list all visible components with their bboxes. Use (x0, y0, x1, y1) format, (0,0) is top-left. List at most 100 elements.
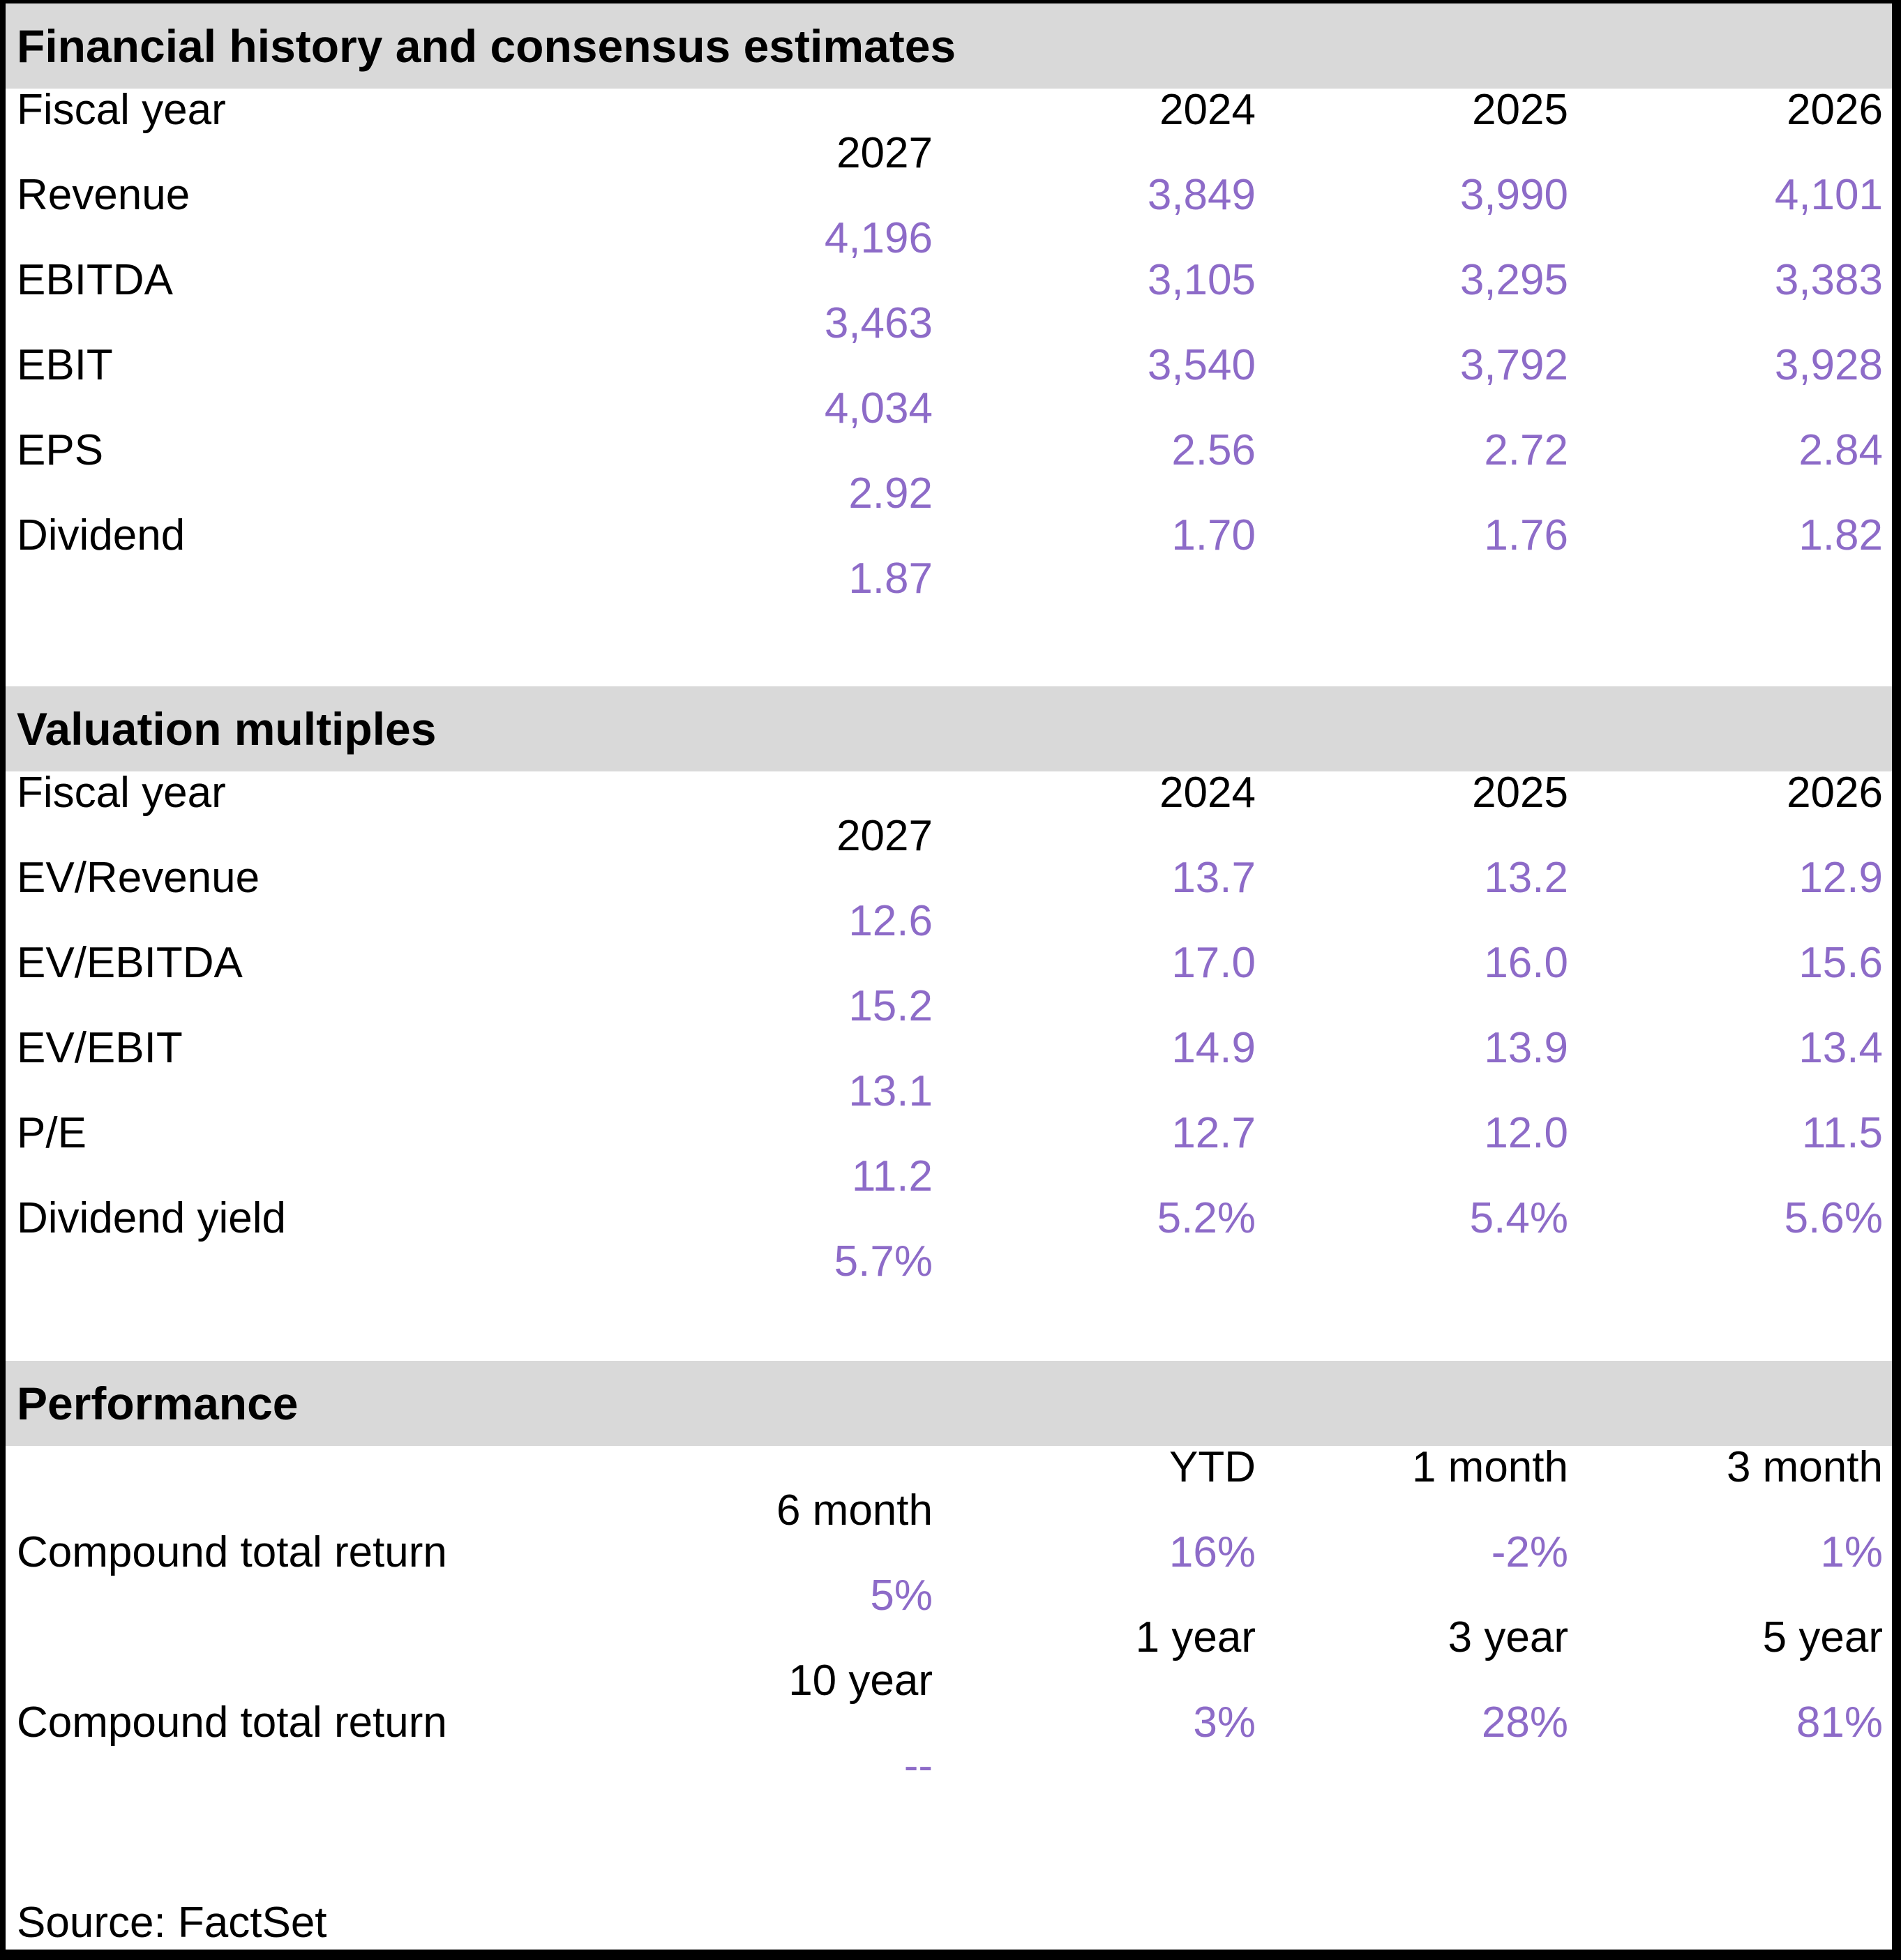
cell: 15.6 (1798, 939, 1883, 987)
cell: 12.9 (1798, 854, 1883, 902)
cell: 11.5 (1801, 1109, 1883, 1157)
row-label: Dividend (17, 511, 186, 559)
row-label: P/E (17, 1109, 87, 1157)
section-header-valuation-multiples: Valuation multiples (6, 686, 1892, 771)
table-row-revenue: Revenue 3,849 3,990 4,101 4,196 (6, 171, 1892, 262)
cell: 16.0 (1484, 939, 1568, 987)
cell: 16% (1169, 1528, 1256, 1576)
performance-period-header-short: YTD 1 month 3 month 6 month (6, 1443, 1892, 1535)
cell: 12.6 (848, 897, 933, 945)
cell: 13.4 (1798, 1024, 1883, 1072)
cell: 3,105 (1147, 256, 1256, 304)
year-col-2024: 2024 (1159, 86, 1256, 134)
cell: 4,196 (824, 214, 933, 262)
cell: 3,463 (824, 299, 933, 347)
row-label: EV/Revenue (17, 854, 260, 902)
cell: 2.72 (1484, 426, 1568, 474)
cell: 5.2% (1157, 1194, 1256, 1242)
cell: 14.9 (1171, 1024, 1256, 1072)
cell: 3,295 (1459, 256, 1568, 304)
cell: 13.2 (1484, 854, 1568, 902)
period-col-10-year: 10 year (788, 1657, 933, 1705)
row-label: EBITDA (17, 256, 173, 304)
year-col-2026: 2026 (1787, 86, 1883, 134)
row-label: Dividend yield (17, 1194, 286, 1242)
section-title-valuation-multiples: Valuation multiples (17, 703, 437, 755)
period-col-3-month: 3 month (1726, 1443, 1883, 1491)
period-col-1-year: 1 year (1135, 1613, 1256, 1661)
section-header-financial-history: Financial history and consensus estimate… (6, 3, 1892, 89)
cell: 13.9 (1484, 1024, 1568, 1072)
year-col-2024: 2024 (1159, 769, 1256, 817)
performance-period-header-long: 1 year 3 year 5 year 10 year (6, 1613, 1892, 1705)
table-row-ebit: EBIT 3,540 3,792 3,928 4,034 (6, 341, 1892, 432)
row-label: Compound total return (17, 1698, 447, 1747)
cell: 11.2 (851, 1152, 933, 1200)
cell: 2.92 (848, 469, 933, 518)
period-col-5-year: 5 year (1762, 1613, 1883, 1661)
cell: 1.70 (1171, 511, 1256, 559)
period-col-ytd: YTD (1169, 1443, 1256, 1491)
year-col-2027: 2027 (836, 129, 933, 177)
source-text: Source: FactSet (17, 1898, 327, 1947)
row-label: EBIT (17, 341, 113, 389)
cell: 4,101 (1774, 171, 1883, 219)
table-row-pe: P/E 12.7 12.0 11.5 11.2 (6, 1109, 1892, 1200)
year-col-2025: 2025 (1472, 769, 1568, 817)
cell: 5.6% (1784, 1194, 1883, 1242)
cell: 3,792 (1459, 341, 1568, 389)
section-header-performance: Performance (6, 1361, 1892, 1446)
table-row-eps: EPS 2.56 2.72 2.84 2.92 (6, 426, 1892, 518)
cell: 3,849 (1147, 171, 1256, 219)
cell: 81% (1796, 1698, 1883, 1747)
year-col-2027: 2027 (836, 812, 933, 860)
cell: 1.87 (848, 555, 933, 603)
cell: 13.1 (848, 1067, 933, 1115)
period-col-3-year: 3 year (1448, 1613, 1568, 1661)
cell: 5.7% (834, 1237, 933, 1286)
cell: 3,990 (1459, 171, 1568, 219)
cell: 3% (1193, 1698, 1256, 1747)
row-label: EV/EBIT (17, 1024, 183, 1072)
fiscal-year-header-row: Fiscal year 2024 2025 2026 2027 (6, 86, 1892, 177)
row-label: EV/EBITDA (17, 939, 243, 987)
cell: 13.7 (1171, 854, 1256, 902)
source-attribution: Source: FactSet (6, 1880, 1892, 1950)
cell: 1.82 (1798, 511, 1883, 559)
cell: 12.0 (1484, 1109, 1568, 1157)
row-label-fiscal-year: Fiscal year (17, 769, 226, 817)
period-col-6-month: 6 month (776, 1486, 933, 1535)
table-row-dividend: Dividend 1.70 1.76 1.82 1.87 (6, 511, 1892, 603)
cell: -- (903, 1742, 933, 1790)
cell: 2.84 (1798, 426, 1883, 474)
table-row-dividend-yield: Dividend yield 5.2% 5.4% 5.6% 5.7% (6, 1194, 1892, 1286)
row-label: EPS (17, 426, 104, 474)
table-row-ev-ebit: EV/EBIT 14.9 13.9 13.4 13.1 (6, 1024, 1892, 1115)
fiscal-year-header-row: Fiscal year 2024 2025 2026 2027 (6, 769, 1892, 860)
cell: 17.0 (1171, 939, 1256, 987)
cell: 3,928 (1774, 341, 1883, 389)
year-col-2025: 2025 (1472, 86, 1568, 134)
cell: 4,034 (824, 384, 933, 432)
section-title-performance: Performance (17, 1378, 299, 1429)
row-label: Revenue (17, 171, 190, 219)
table-row-ev-ebitda: EV/EBITDA 17.0 16.0 15.6 15.2 (6, 939, 1892, 1030)
cell: -2% (1491, 1528, 1568, 1576)
table-row-compound-total-return-short: Compound total return 16% -2% 1% 5% (6, 1528, 1892, 1620)
period-col-1-month: 1 month (1411, 1443, 1568, 1491)
row-label-fiscal-year: Fiscal year (17, 86, 226, 134)
table-row-compound-total-return-long: Compound total return 3% 28% 81% -- (6, 1698, 1892, 1790)
year-col-2026: 2026 (1787, 769, 1883, 817)
cell: 2.56 (1171, 426, 1256, 474)
cell: 15.2 (848, 982, 933, 1030)
cell: 5% (870, 1571, 933, 1620)
cell: 3,540 (1147, 341, 1256, 389)
table-row-ev-revenue: EV/Revenue 13.7 13.2 12.9 12.6 (6, 854, 1892, 945)
section-title-financial-history: Financial history and consensus estimate… (17, 20, 956, 72)
cell: 5.4% (1469, 1194, 1568, 1242)
section-gap (6, 1282, 1892, 1361)
row-label: Compound total return (17, 1528, 447, 1576)
cell: 3,383 (1774, 256, 1883, 304)
cell: 28% (1481, 1698, 1568, 1747)
